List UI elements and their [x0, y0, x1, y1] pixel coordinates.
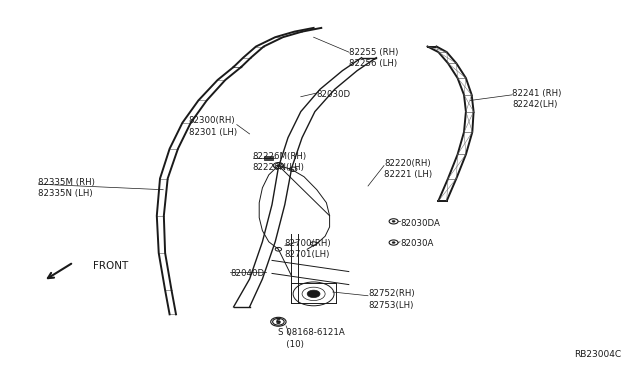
Circle shape — [389, 219, 398, 224]
Text: RB23004C: RB23004C — [573, 350, 621, 359]
Text: 82220(RH)
82221 (LH): 82220(RH) 82221 (LH) — [384, 159, 432, 179]
Text: S 08168-6121A
   (10): S 08168-6121A (10) — [278, 328, 345, 349]
Text: 82226M(RH)
82226N(LH): 82226M(RH) 82226N(LH) — [253, 152, 307, 172]
Text: 82241 (RH)
82242(LH): 82241 (RH) 82242(LH) — [512, 89, 561, 109]
Circle shape — [273, 318, 284, 325]
Text: 82752(RH)
82753(LH): 82752(RH) 82753(LH) — [368, 289, 415, 310]
Text: 82700(RH)
82701(LH): 82700(RH) 82701(LH) — [285, 239, 332, 259]
Circle shape — [289, 167, 297, 171]
Circle shape — [276, 321, 280, 323]
Text: 82040D: 82040D — [230, 269, 264, 278]
Circle shape — [273, 163, 284, 169]
Text: 82030A: 82030A — [400, 239, 433, 248]
Text: S: S — [276, 319, 281, 325]
Circle shape — [275, 247, 282, 251]
Circle shape — [392, 242, 395, 243]
Circle shape — [389, 240, 398, 245]
Circle shape — [310, 242, 317, 246]
Bar — [264, 156, 273, 160]
Text: 82335M (RH)
82335N (LH): 82335M (RH) 82335N (LH) — [38, 178, 95, 198]
Text: 82030D: 82030D — [317, 90, 351, 99]
Text: 82300(RH)
82301 (LH): 82300(RH) 82301 (LH) — [189, 116, 237, 137]
Circle shape — [276, 164, 280, 167]
Text: FRONT: FRONT — [93, 261, 128, 271]
Circle shape — [307, 290, 320, 298]
Text: 82030DA: 82030DA — [400, 219, 440, 228]
Text: 82255 (RH)
82256 (LH): 82255 (RH) 82256 (LH) — [349, 48, 398, 68]
Circle shape — [392, 221, 395, 222]
